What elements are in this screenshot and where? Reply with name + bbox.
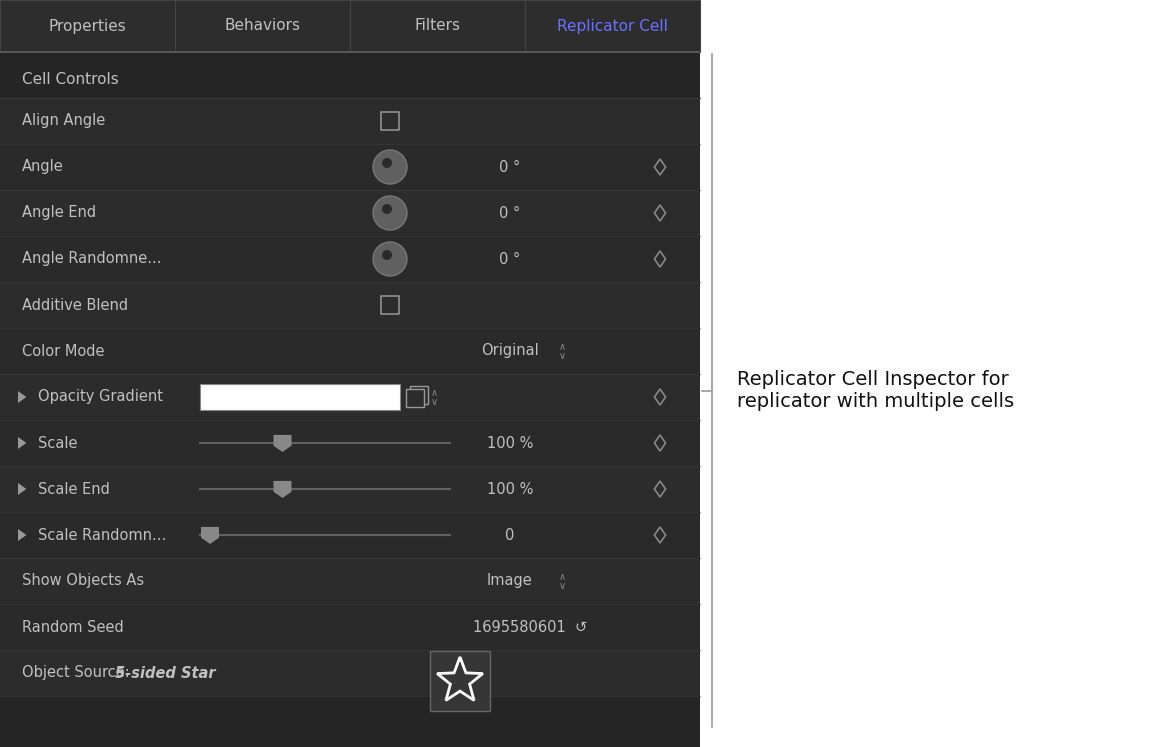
Bar [0, 0, 175, 52]
Text: 0 °: 0 ° [500, 205, 520, 220]
Bar [0, 190, 700, 236]
Text: ∨: ∨ [431, 397, 438, 407]
Bar [406, 389, 424, 407]
Polygon shape [201, 527, 219, 544]
Circle shape [373, 150, 407, 184]
Text: Filters: Filters [415, 19, 461, 34]
Text: Align Angle: Align Angle [22, 114, 106, 128]
Bar [0, 144, 700, 190]
Bar [525, 0, 700, 52]
Polygon shape [18, 483, 26, 495]
Text: 5-sided Star: 5-sided Star [115, 666, 216, 681]
Bar [0, 60, 700, 98]
Polygon shape [273, 435, 292, 452]
Text: Properties: Properties [48, 19, 126, 34]
Bar [410, 386, 427, 404]
Text: Random Seed: Random Seed [22, 619, 124, 634]
Text: Behaviors: Behaviors [224, 19, 301, 34]
Text: Additive Blend: Additive Blend [22, 297, 129, 312]
Text: 0 °: 0 ° [500, 160, 520, 175]
Text: Image: Image [487, 574, 533, 589]
Text: ∨: ∨ [558, 351, 565, 361]
Circle shape [381, 250, 392, 260]
Bar [0, 374, 700, 420]
Bar [0, 0, 700, 52]
Text: 100 %: 100 % [487, 436, 533, 450]
Text: 1695580601  ↺: 1695580601 ↺ [473, 619, 587, 634]
Polygon shape [18, 529, 26, 541]
Text: 0 °: 0 ° [500, 252, 520, 267]
Text: Scale Randomn...: Scale Randomn... [38, 527, 167, 542]
Bar [0, 604, 700, 650]
Bar [381, 296, 399, 314]
Bar [0, 236, 700, 282]
Text: Object Source:: Object Source: [22, 666, 134, 681]
Circle shape [381, 158, 392, 168]
Text: Color Mode: Color Mode [22, 344, 105, 359]
Bar [0, 466, 700, 512]
Text: 0: 0 [506, 527, 515, 542]
Polygon shape [18, 437, 26, 449]
Text: Scale End: Scale End [38, 482, 110, 497]
Bar [381, 112, 399, 130]
Bar [0, 328, 700, 374]
Circle shape [381, 204, 392, 214]
Bar [350, 0, 525, 52]
Text: Opacity Gradient: Opacity Gradient [38, 389, 163, 404]
Text: Replicator Cell Inspector for
replicator with multiple cells: Replicator Cell Inspector for replicator… [737, 370, 1015, 411]
Bar [430, 651, 489, 711]
Text: ∧: ∧ [431, 388, 438, 398]
Text: Angle End: Angle End [22, 205, 97, 220]
Bar [0, 98, 700, 144]
Text: Angle: Angle [22, 160, 63, 175]
Text: Cell Controls: Cell Controls [22, 72, 118, 87]
Text: Angle Randomne...: Angle Randomne... [22, 252, 162, 267]
Bar [200, 384, 400, 410]
Bar [0, 420, 700, 466]
Text: Show Objects As: Show Objects As [22, 574, 144, 589]
Text: 100 %: 100 % [487, 482, 533, 497]
Text: Original: Original [481, 344, 539, 359]
Polygon shape [18, 391, 26, 403]
Text: Replicator Cell: Replicator Cell [557, 19, 668, 34]
Bar [0, 282, 700, 328]
Bar [0, 512, 700, 558]
Text: ∨: ∨ [558, 581, 565, 591]
Bar [175, 0, 350, 52]
Circle shape [373, 196, 407, 230]
Text: Scale: Scale [38, 436, 77, 450]
Text: ∧: ∧ [558, 342, 565, 352]
Bar [0, 650, 700, 696]
Text: ∧: ∧ [558, 572, 565, 582]
Polygon shape [273, 481, 292, 498]
Bar [0, 558, 700, 604]
Circle shape [373, 242, 407, 276]
Bar [0, 0, 700, 747]
